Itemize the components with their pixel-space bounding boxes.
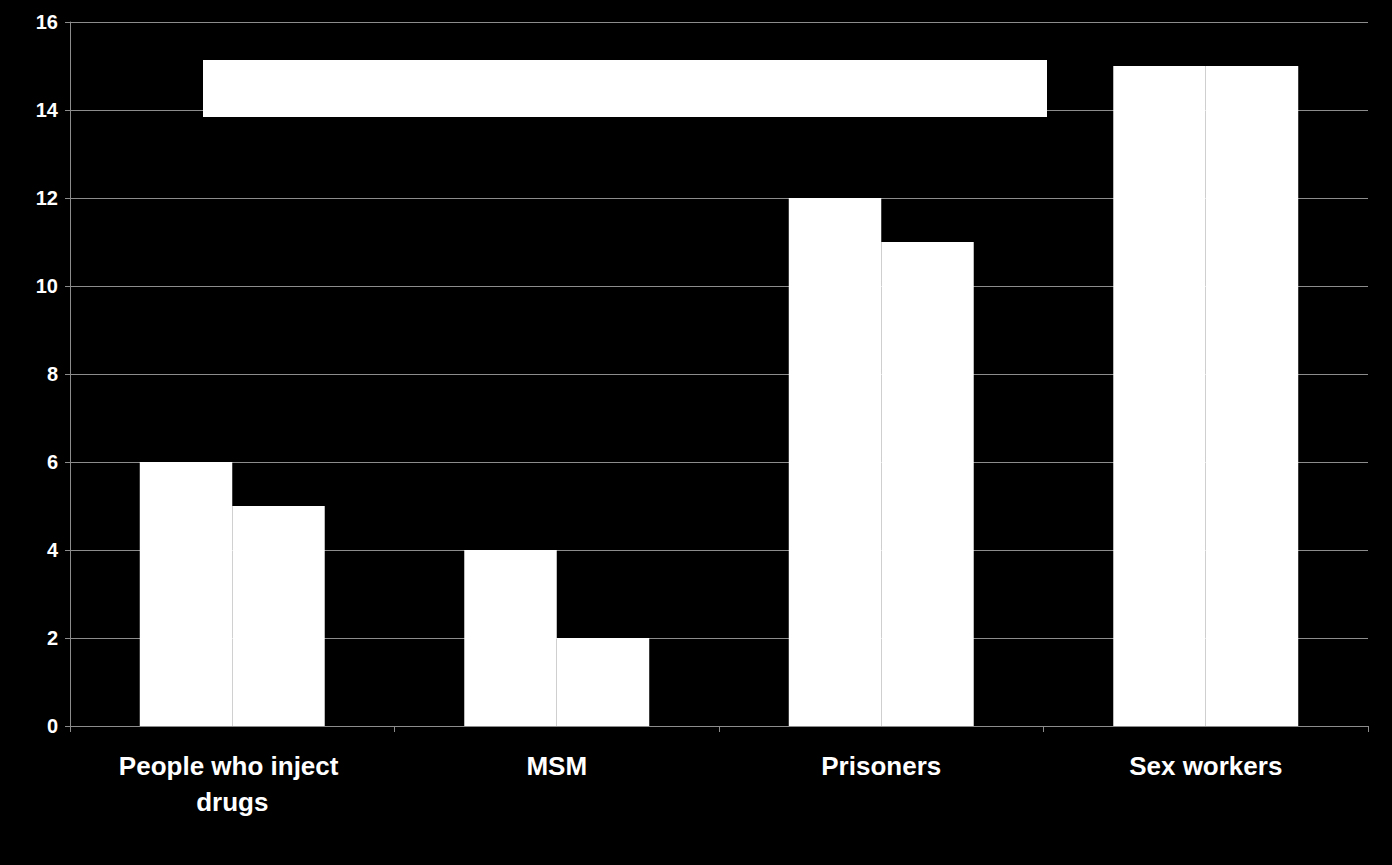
svg-text:4: 4 [47, 539, 59, 561]
svg-text:MSM: MSM [526, 751, 587, 781]
svg-text:drugs: drugs [196, 787, 268, 817]
svg-text:0: 0 [47, 715, 58, 737]
svg-text:8: 8 [47, 363, 58, 385]
svg-text:10: 10 [36, 275, 58, 297]
svg-text:12: 12 [36, 187, 58, 209]
svg-text:16: 16 [36, 11, 58, 33]
svg-text:Sex workers: Sex workers [1129, 751, 1282, 781]
svg-text:2: 2 [47, 627, 58, 649]
svg-text:6: 6 [47, 451, 58, 473]
svg-text:People who inject: People who inject [119, 751, 346, 781]
svg-text:Prisoners: Prisoners [821, 751, 941, 781]
svg-text:14: 14 [36, 99, 59, 121]
